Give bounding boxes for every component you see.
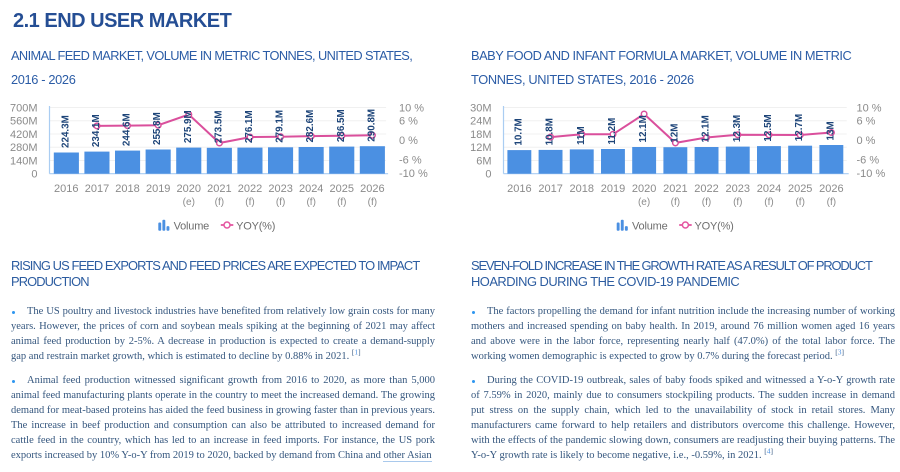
svg-text:255.8M: 255.8M <box>152 112 163 145</box>
svg-text:(f): (f) <box>827 197 836 208</box>
svg-text:12M: 12M <box>669 124 680 143</box>
svg-text:2017: 2017 <box>538 183 562 195</box>
svg-text:YOY(%): YOY(%) <box>236 220 275 232</box>
svg-text:10 %: 10 % <box>399 102 424 114</box>
svg-text:6 %: 6 % <box>399 116 418 128</box>
svg-text:0 %: 0 % <box>857 135 876 147</box>
svg-text:2022: 2022 <box>694 183 718 195</box>
svg-text:YOY(%): YOY(%) <box>695 220 734 232</box>
svg-text:280M: 280M <box>10 142 38 154</box>
svg-text:10.8M: 10.8M <box>545 118 556 145</box>
svg-text:2019: 2019 <box>601 183 625 195</box>
svg-text:(f): (f) <box>276 197 285 208</box>
svg-text:2021: 2021 <box>663 183 687 195</box>
svg-text:244.6M: 244.6M <box>122 113 133 146</box>
svg-text:2019: 2019 <box>146 183 170 195</box>
svg-text:2020: 2020 <box>632 183 656 195</box>
svg-text:2023: 2023 <box>726 183 750 195</box>
svg-text:12.7M: 12.7M <box>794 114 805 141</box>
svg-text:(f): (f) <box>215 197 224 208</box>
svg-text:286.5M: 286.5M <box>336 109 347 142</box>
svg-text:2022: 2022 <box>238 183 262 195</box>
svg-text:18M: 18M <box>470 129 491 141</box>
svg-text:-6 %: -6 % <box>857 155 880 167</box>
svg-text:420M: 420M <box>10 129 38 141</box>
svg-text:2023: 2023 <box>268 183 292 195</box>
svg-text:(e): (e) <box>638 197 650 208</box>
svg-text:2024: 2024 <box>299 183 323 195</box>
svg-text:2018: 2018 <box>115 183 139 195</box>
svg-text:2026: 2026 <box>360 183 384 195</box>
svg-text:-6 %: -6 % <box>399 155 422 167</box>
svg-text:700M: 700M <box>10 102 38 114</box>
svg-text:11.2M: 11.2M <box>607 118 618 145</box>
svg-text:279.1M: 279.1M <box>275 110 286 143</box>
svg-text:(f): (f) <box>306 197 315 208</box>
svg-text:13M: 13M <box>825 121 836 140</box>
svg-text:12.5M: 12.5M <box>763 114 774 141</box>
svg-text:273.5M: 273.5M <box>213 110 224 143</box>
svg-text:(f): (f) <box>795 197 804 208</box>
svg-text:290.8M: 290.8M <box>366 109 377 142</box>
svg-text:(e): (e) <box>183 197 195 208</box>
svg-text:(f): (f) <box>337 197 346 208</box>
svg-text:234.1M: 234.1M <box>91 114 102 147</box>
svg-text:Volume: Volume <box>174 220 210 232</box>
svg-text:0 %: 0 % <box>399 135 418 147</box>
svg-text:2026: 2026 <box>819 183 843 195</box>
svg-text:(f): (f) <box>702 197 711 208</box>
svg-text:2025: 2025 <box>330 183 354 195</box>
svg-text:224.3M: 224.3M <box>60 115 71 148</box>
svg-text:2016: 2016 <box>54 183 78 195</box>
svg-text:282.6M: 282.6M <box>305 110 316 143</box>
svg-text:276.1M: 276.1M <box>244 110 255 143</box>
svg-text:10.7M: 10.7M <box>513 118 524 145</box>
svg-text:275.9M: 275.9M <box>183 110 194 143</box>
svg-text:10 %: 10 % <box>857 102 882 114</box>
svg-text:2016: 2016 <box>507 183 531 195</box>
svg-text:2020: 2020 <box>177 183 201 195</box>
svg-text:(f): (f) <box>671 197 680 208</box>
svg-text:2021: 2021 <box>207 183 231 195</box>
svg-text:(f): (f) <box>764 197 773 208</box>
svg-text:2024: 2024 <box>757 183 781 195</box>
svg-text:(f): (f) <box>245 197 254 208</box>
svg-text:2018: 2018 <box>570 183 594 195</box>
svg-text:6M: 6M <box>476 155 491 167</box>
svg-text:24M: 24M <box>470 116 491 128</box>
svg-text:0: 0 <box>485 169 491 181</box>
svg-text:12.1M: 12.1M <box>701 115 712 142</box>
svg-text:-10 %: -10 % <box>857 168 886 180</box>
svg-text:11M: 11M <box>576 126 587 145</box>
svg-text:30M: 30M <box>470 102 491 114</box>
svg-text:6 %: 6 % <box>857 116 876 128</box>
svg-text:12.3M: 12.3M <box>732 115 743 142</box>
svg-text:2017: 2017 <box>85 183 109 195</box>
svg-text:-10 %: -10 % <box>399 168 428 180</box>
svg-text:140M: 140M <box>10 155 38 167</box>
svg-text:12M: 12M <box>470 142 491 154</box>
svg-text:12.1M: 12.1M <box>638 115 649 142</box>
svg-text:0: 0 <box>31 169 37 181</box>
svg-text:(f): (f) <box>733 197 742 208</box>
svg-text:2025: 2025 <box>788 183 812 195</box>
svg-text:(f): (f) <box>368 197 377 208</box>
svg-text:560M: 560M <box>10 116 38 128</box>
svg-text:Volume: Volume <box>632 220 668 232</box>
